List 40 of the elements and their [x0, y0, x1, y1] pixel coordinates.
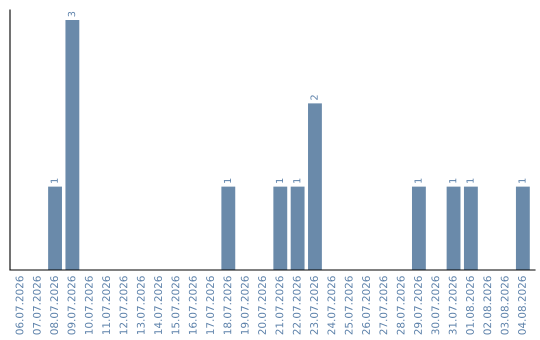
x-tick-label: 27.07.2026 — [379, 276, 388, 334]
data-label: 2 — [310, 95, 318, 100]
x-tick-label: 29.07.2026 — [414, 276, 422, 334]
data-label: 1 — [518, 178, 526, 183]
x-tick-label: 11.07.2026 — [102, 276, 110, 334]
x-tick-label: 10.07.2026 — [84, 276, 93, 334]
x-tick-label: 15.07.2026 — [171, 276, 180, 334]
x-tick-label: 18.07.2026 — [223, 276, 232, 334]
x-tick-label: 16.07.2026 — [188, 276, 197, 334]
x-tick-label: 17.07.2026 — [206, 276, 214, 334]
x-tick-label: 08.07.2026 — [50, 276, 58, 335]
x-tick-label: 12.07.2026 — [120, 276, 128, 334]
data-label: 1 — [449, 178, 456, 183]
x-tick-label: 02.08.2026 — [483, 276, 492, 335]
x-tick-label: 04.08.2026 — [518, 276, 526, 335]
x-tick-label: 09.07.2026 — [68, 276, 76, 335]
data-label: 1 — [224, 178, 231, 183]
x-tick-label: 23.07.2026 — [310, 276, 318, 334]
x-tick-label: 06.07.2026 — [16, 276, 24, 335]
x-tick-label: 21.07.2026 — [275, 276, 284, 334]
data-label: 1 — [276, 178, 283, 183]
x-tick-label: 01.08.2026 — [466, 276, 474, 335]
data-label: 1 — [414, 178, 422, 183]
x-tick-label: 31.07.2026 — [448, 276, 457, 334]
x-tick-label: 24.07.2026 — [327, 276, 336, 334]
x-tick-label: 26.07.2026 — [362, 276, 370, 334]
data-label: 1 — [293, 178, 300, 183]
x-tick-label: 28.07.2026 — [396, 276, 405, 334]
x-tick-label: 13.07.2026 — [136, 276, 145, 334]
x-tick-label: 07.07.2026 — [32, 276, 41, 335]
x-tick-label: 20.07.2026 — [258, 276, 266, 334]
data-label: 1 — [466, 178, 474, 183]
data-label: 1 — [50, 178, 58, 183]
x-tick-label: 03.08.2026 — [500, 276, 509, 335]
x-tick-label: 14.07.2026 — [154, 276, 162, 334]
x-tick-label: 19.07.2026 — [240, 276, 249, 334]
x-tick-label: 22.07.2026 — [292, 276, 301, 334]
x-tick-label: 25.07.2026 — [344, 276, 353, 334]
x-tick-label: 30.07.2026 — [431, 276, 440, 334]
data-label: 3 — [68, 12, 76, 16]
